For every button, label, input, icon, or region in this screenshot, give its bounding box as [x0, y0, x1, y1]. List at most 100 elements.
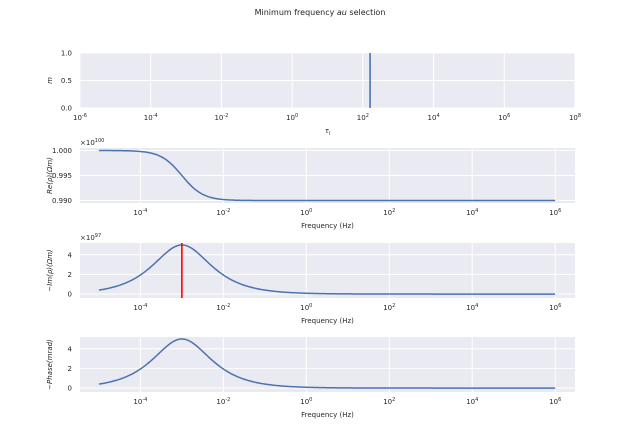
series-line [98, 149, 556, 202]
x-tick-base: 10 [216, 304, 225, 312]
x-tick-exponent: 0 [295, 113, 298, 119]
x-tick-base: 10 [144, 114, 153, 122]
x-tick-base: 10 [73, 114, 82, 122]
y-axis-label: −Im(ρ)(Ωm) [46, 249, 54, 292]
x-axis-label: Frequency (Hz) [301, 317, 354, 325]
y-tick-label: 0.0 [61, 105, 72, 113]
series-line [98, 338, 556, 389]
y-tick-label: 0.5 [61, 77, 72, 85]
x-tick-base: 10 [498, 114, 507, 122]
x-tick-label: 10-4 [133, 208, 147, 217]
title-text: Minimum frequency [255, 8, 337, 17]
x-tick-label: 104 [466, 397, 478, 406]
x-tick-base: 10 [300, 209, 309, 217]
x-tick-base: 10 [216, 209, 225, 217]
x-tick-label: 104 [466, 303, 478, 312]
x-tick-label: 106 [549, 303, 561, 312]
x-tick-exponent: -4 [142, 208, 147, 214]
x-tick-exponent: -6 [82, 113, 87, 119]
x-tick-base: 10 [466, 209, 475, 217]
offset-base: ×10 [80, 234, 95, 242]
y-offset-label: ×10100 [80, 138, 104, 147]
y-tick-label: 0.995 [52, 172, 72, 180]
x-tick-base: 10 [549, 398, 558, 406]
plot-area [80, 337, 575, 392]
x-tick-exponent: -4 [142, 397, 147, 403]
x-tick-label: 100 [300, 303, 312, 312]
x-tick-base: 10 [216, 398, 225, 406]
x-tick-exponent: 0 [309, 208, 312, 214]
x-tick-exponent: 2 [392, 397, 395, 403]
x-tick-base: 10 [300, 398, 309, 406]
y-tick-label: 0 [68, 385, 72, 393]
x-tick-base: 10 [466, 304, 475, 312]
title-text: au [337, 8, 347, 17]
x-tick-base: 10 [383, 304, 392, 312]
x-axis-label: Frequency (Hz) [301, 411, 354, 419]
title-text: selection [347, 8, 386, 17]
x-tick-exponent: 4 [475, 303, 478, 309]
x-tick-exponent: 4 [475, 208, 478, 214]
x-tick-base: 10 [549, 304, 558, 312]
x-axis-label: Frequency (Hz) [301, 222, 354, 230]
y-tick-label: 0.990 [52, 197, 72, 205]
x-tick-exponent: 6 [558, 303, 561, 309]
x-tick-label: 10-4 [133, 397, 147, 406]
chart-title: Minimum frequency au selection [255, 8, 386, 17]
x-tick-label: 10-4 [133, 303, 147, 312]
x-tick-exponent: 2 [366, 113, 369, 119]
x-tick-label: 10-4 [144, 113, 158, 122]
x-tick-label: 100 [286, 113, 298, 122]
x-axis-label: τl [325, 127, 331, 137]
offset-exponent: 97 [95, 233, 101, 239]
x-tick-exponent: 6 [558, 208, 561, 214]
x-tick-label: 102 [383, 303, 395, 312]
x-tick-base: 10 [214, 114, 223, 122]
x-tick-label: 102 [383, 208, 395, 217]
x-tick-base: 10 [549, 209, 558, 217]
offset-exponent: 100 [95, 138, 105, 144]
x-tick-label: 10-2 [216, 208, 230, 217]
x-tick-label: 108 [569, 113, 581, 122]
x-tick-exponent: -2 [225, 397, 230, 403]
y-tick-label: 2 [68, 271, 72, 279]
x-label-symbol: τ [325, 127, 330, 135]
x-tick-exponent: 2 [392, 208, 395, 214]
x-tick-base: 10 [133, 209, 142, 217]
x-tick-exponent: 0 [309, 303, 312, 309]
x-tick-label: 106 [549, 397, 561, 406]
x-tick-base: 10 [383, 209, 392, 217]
y-tick-label: 4 [68, 251, 73, 259]
x-tick-exponent: -4 [153, 113, 158, 119]
real-panel: 10-4 10-2 100 102 104 1060.9900.9951.000×1010… [46, 138, 575, 230]
x-tick-exponent: 0 [309, 397, 312, 403]
x-tick-exponent: 2 [392, 303, 395, 309]
x-tick-exponent: 8 [578, 113, 581, 119]
y-tick-label: 1.000 [52, 147, 72, 155]
x-tick-exponent: -2 [223, 113, 228, 119]
y-offset-label: ×1097 [80, 233, 101, 242]
x-tick-exponent: 6 [558, 397, 561, 403]
x-tick-base: 10 [383, 398, 392, 406]
x-tick-exponent: -2 [225, 303, 230, 309]
x-tick-label: 104 [428, 113, 440, 122]
x-tick-label: 10-2 [216, 303, 230, 312]
y-tick-label: 2 [68, 365, 72, 373]
x-tick-label: 106 [549, 208, 561, 217]
x-tick-label: 106 [498, 113, 510, 122]
x-tick-label: 104 [466, 208, 478, 217]
y-axis-label: m [46, 77, 54, 84]
y-tick-label: 0 [68, 291, 72, 299]
x-tick-label: 100 [300, 208, 312, 217]
x-tick-label: 100 [300, 397, 312, 406]
x-tick-exponent: 4 [436, 113, 439, 119]
x-tick-base: 10 [286, 114, 295, 122]
x-tick-base: 10 [428, 114, 437, 122]
x-tick-label: 10-2 [214, 113, 228, 122]
x-tick-base: 10 [357, 114, 366, 122]
x-tick-label: 10-2 [216, 397, 230, 406]
